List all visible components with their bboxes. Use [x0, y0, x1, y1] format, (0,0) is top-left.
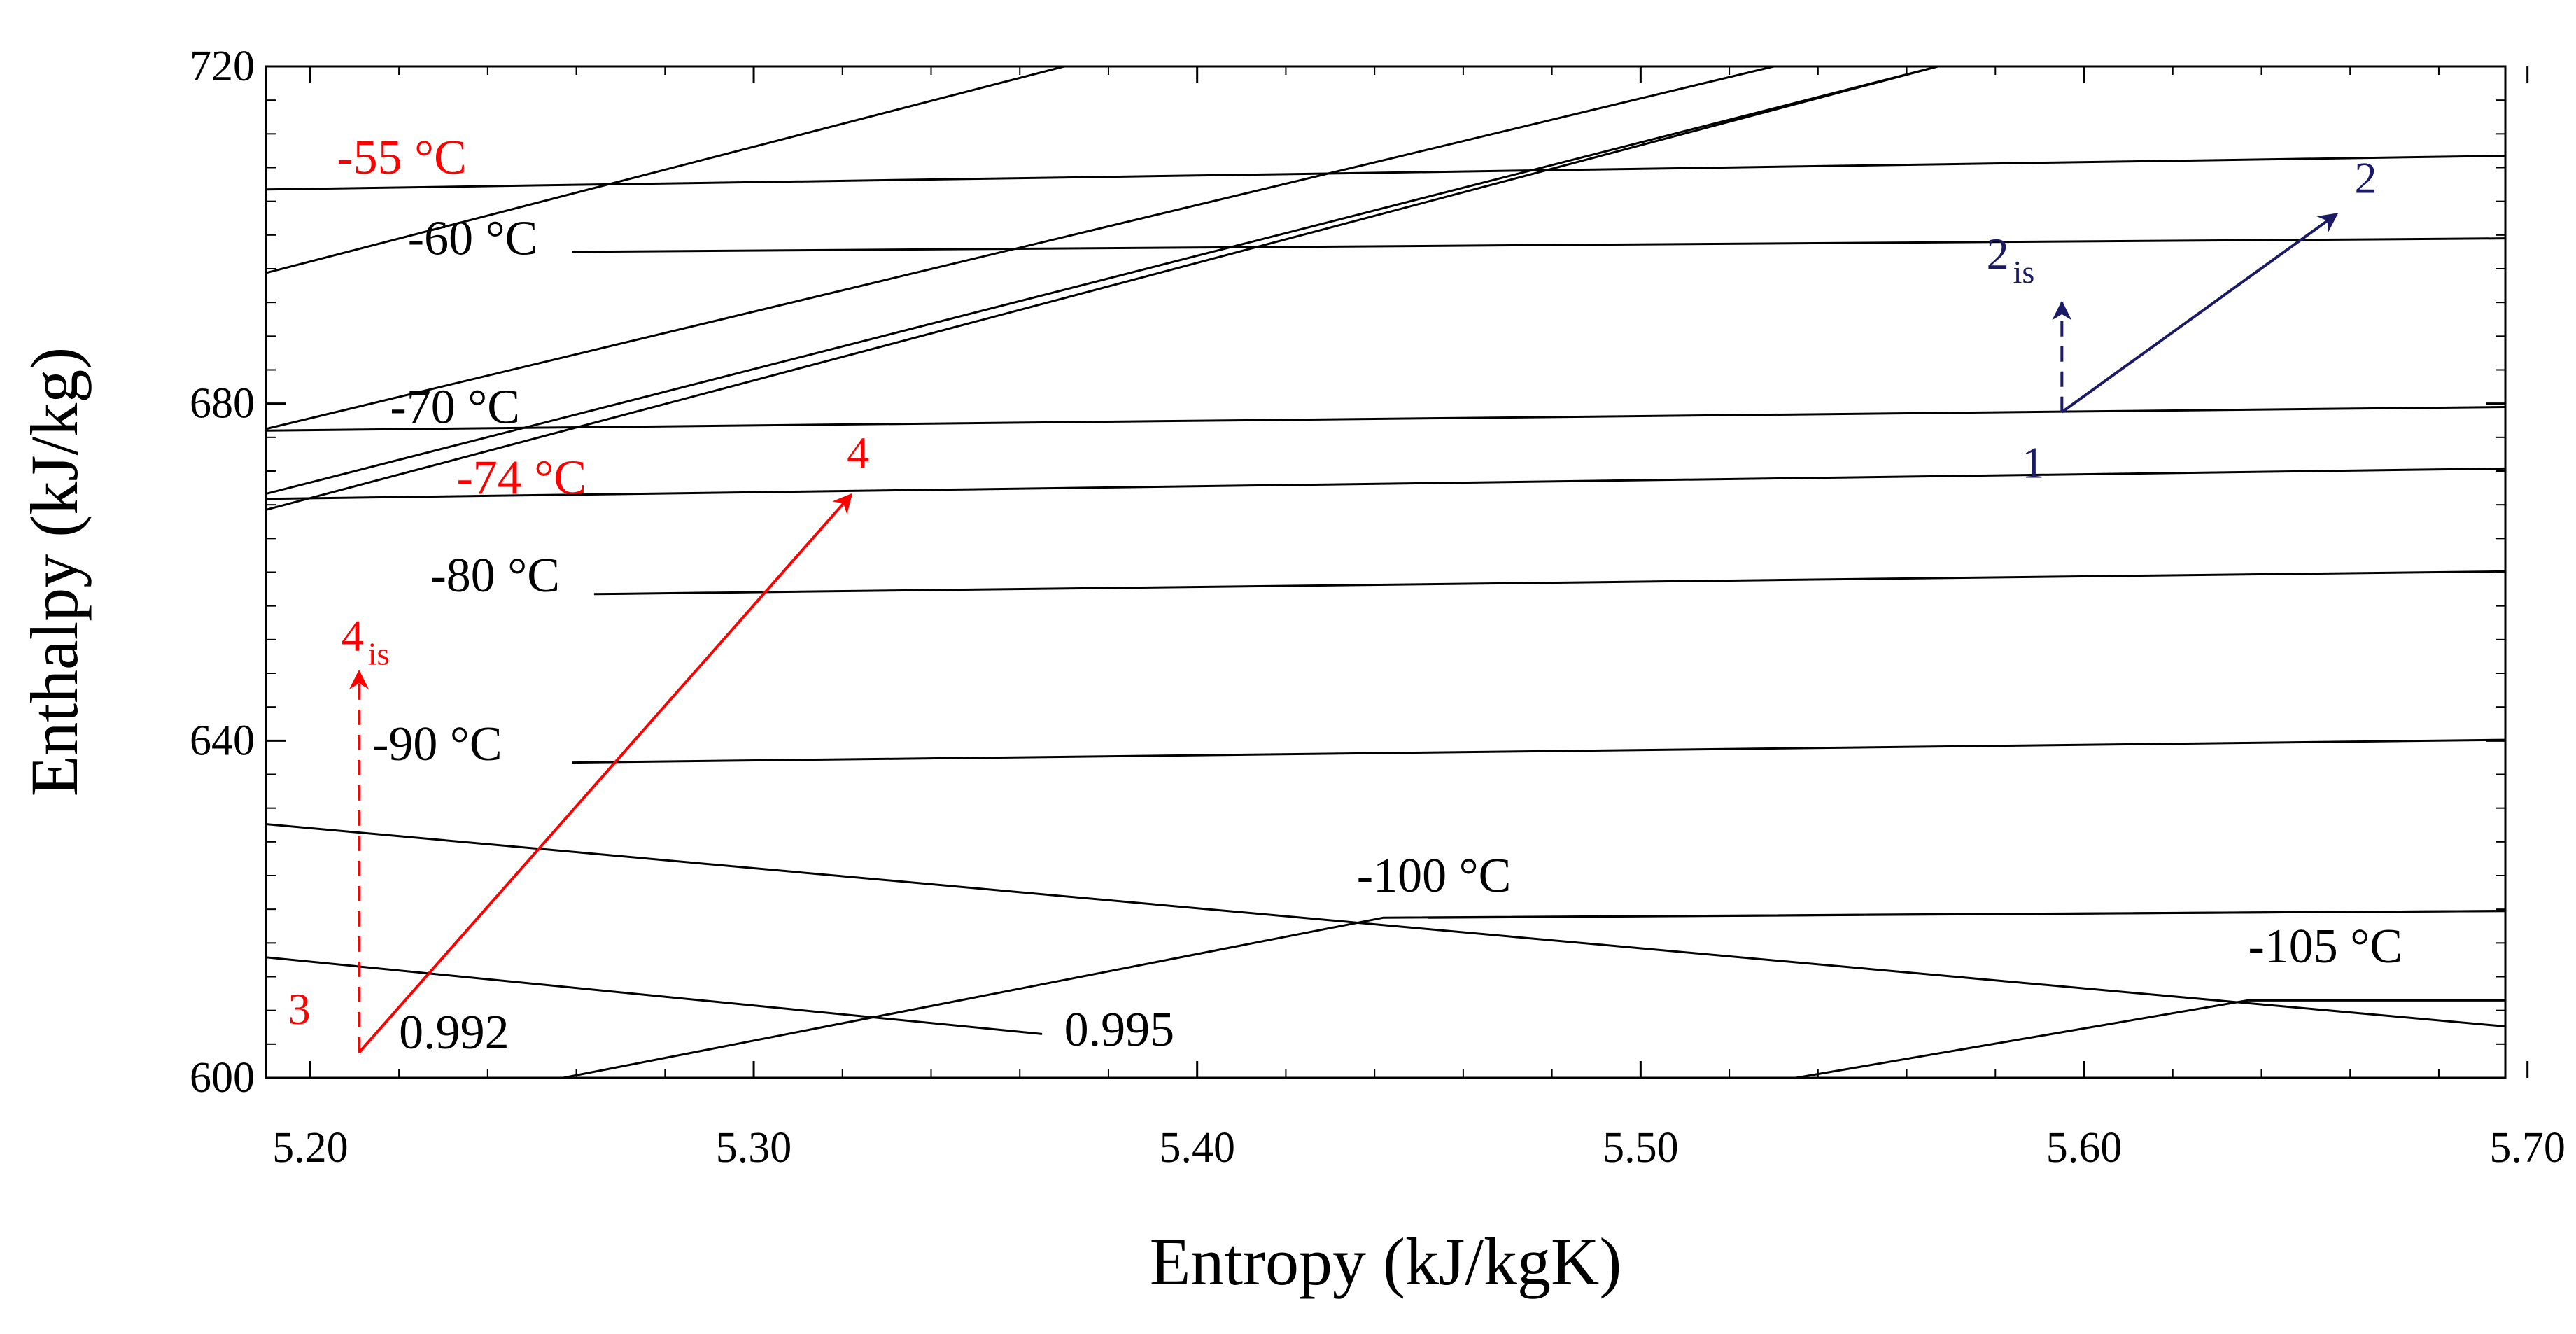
quality-line-0-995	[266, 956, 1043, 1035]
property-line	[266, 66, 1938, 511]
isotherm-70-c	[266, 405, 2505, 432]
y-axis-title: Enthalpy (kJ/kg)	[17, 347, 92, 797]
isotherm-label-74-c: -74 °C	[456, 451, 586, 505]
isotherm-label-70-c: -70 °C	[390, 380, 520, 434]
chart-labels: -55 °C -60 °C -70 °C -74 °C -80 °C -90 °C -100…	[288, 131, 2402, 1060]
y-tick-label: 600	[190, 1054, 255, 1102]
state-point-label-3: 3	[288, 984, 311, 1034]
isotherm-label-80-c: -80 °C	[430, 549, 560, 603]
isotherm-90-c	[572, 738, 2505, 764]
y-tick-label: 640	[190, 717, 255, 764]
quality-line-0-992	[266, 823, 2505, 1028]
isotherm-55-c	[266, 155, 2505, 191]
quality-label-0-992: 0.992	[399, 1006, 509, 1060]
property-line	[266, 66, 1064, 274]
property-line	[266, 66, 1938, 495]
isotherm-label-60-c: -60 °C	[408, 212, 538, 266]
isotherm-60-c	[572, 237, 2505, 253]
isotherm-label-100-c: -100 °C	[1357, 849, 1512, 903]
y-tick-label: 720	[190, 43, 255, 90]
isotherm-74-c	[266, 467, 2505, 500]
x-tick-label: 5.70	[2489, 1124, 2566, 1172]
state-point-subscript: is	[368, 636, 390, 671]
x-tick-label: 5.50	[1603, 1124, 1679, 1172]
isotherm-80-c	[593, 570, 2505, 596]
x-tick-label: 5.40	[1159, 1124, 1235, 1172]
process-arrow-1-to-2	[2061, 213, 2339, 414]
state-point-label-4-is: 4 is	[342, 610, 390, 671]
state-point-subscript: is	[2013, 254, 2035, 290]
x-tick-label: 5.60	[2046, 1124, 2123, 1172]
state-point-label-2-is: 2 is	[1987, 229, 2035, 290]
isotherm-label-90-c: -90 °C	[372, 717, 502, 771]
state-point-label-4: 4	[847, 428, 869, 477]
isotherm-label-55-c: -55 °C	[337, 131, 466, 185]
property-line	[1795, 999, 2505, 1078]
x-axis-title: Entropy (kJ/kgK)	[1150, 1224, 1622, 1299]
x-tick-label: 5.20	[272, 1124, 349, 1172]
process-arrows	[349, 213, 2339, 1054]
y-tick-label: 680	[190, 380, 255, 428]
axis-ticks: 5.20 5.30 5.40 5.50 5.60 5.70 600 640 680 720	[190, 43, 2566, 1172]
quality-label-0-995: 0.995	[1064, 1003, 1175, 1057]
state-point-label-2: 2	[2355, 153, 2377, 203]
plot-frame	[265, 65, 2507, 1079]
state-point-label-1: 1	[2022, 438, 2044, 488]
chart-lines	[266, 66, 2505, 1078]
x-tick-label: 5.30	[716, 1124, 792, 1172]
property-line	[266, 66, 1774, 430]
property-line	[563, 910, 2505, 1078]
process-arrow-3-to-4	[358, 493, 853, 1054]
isotherm-label-105-c: -105 °C	[2248, 920, 2402, 974]
